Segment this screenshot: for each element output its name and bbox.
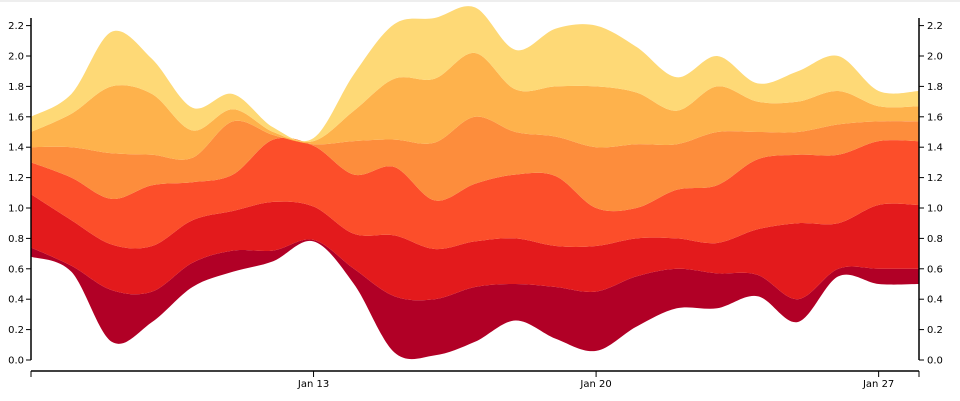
right-y-tick-label: 1.0	[927, 204, 943, 215]
stream-layers	[31, 6, 919, 360]
left-y-axis: 0.0 0.2 0.4 0.6 0.8 1.0 1.2 1.4 1.6 1.8 2.0 2.2	[8, 18, 32, 367]
right-y-tick-label: 0.8	[927, 234, 943, 245]
right-y-tick-label: 1.6	[927, 112, 943, 123]
right-y-axis: 0.0 0.2 0.4 0.6 0.8 1.0 1.2 1.4 1.6 1.8 2.0 2.2	[918, 18, 943, 367]
right-y-tick-label: 1.8	[927, 82, 943, 93]
x-tick-label: Jan 13	[297, 379, 329, 390]
left-y-tick-label: 0.4	[8, 295, 24, 306]
left-y-tick-label: 1.2	[8, 173, 24, 184]
right-y-tick-label: 0.0	[927, 356, 943, 367]
stream-layer-5	[31, 52, 919, 160]
x-axis: Jan 13 Jan 20 Jan 27	[30, 370, 920, 390]
top-rule	[0, 0, 960, 2]
right-y-tick-label: 2.0	[927, 52, 943, 63]
right-y-tick-label: 0.2	[927, 325, 943, 336]
stream-layer-3	[31, 137, 919, 250]
right-y-tick-label: 1.4	[927, 143, 943, 154]
left-y-tick-label: 2.2	[8, 21, 24, 32]
right-y-tick-label: 2.2	[927, 21, 943, 32]
left-y-tick-label: 1.4	[8, 143, 24, 154]
right-y-tick-label: 1.2	[927, 173, 943, 184]
x-tick-label: Jan 27	[862, 379, 894, 390]
left-y-tick-label: 1.0	[8, 204, 24, 215]
left-y-tick-label: 0.0	[8, 356, 24, 367]
left-y-tick-label: 1.8	[8, 82, 24, 93]
right-y-tick-label: 0.6	[927, 264, 943, 275]
stream-layer-2	[31, 194, 919, 301]
stream-layer-1	[31, 239, 919, 360]
left-y-tick-label: 0.8	[8, 234, 24, 245]
stream-layer-4	[31, 116, 919, 212]
left-y-tick-label: 2.0	[8, 52, 24, 63]
left-y-tick-label: 0.2	[8, 325, 24, 336]
left-y-tick-label: 0.6	[8, 264, 24, 275]
stream-layer-6	[31, 6, 919, 143]
x-tick-label: Jan 20	[579, 379, 611, 390]
right-y-tick-label: 0.4	[927, 295, 943, 306]
left-y-tick-label: 1.6	[8, 112, 24, 123]
